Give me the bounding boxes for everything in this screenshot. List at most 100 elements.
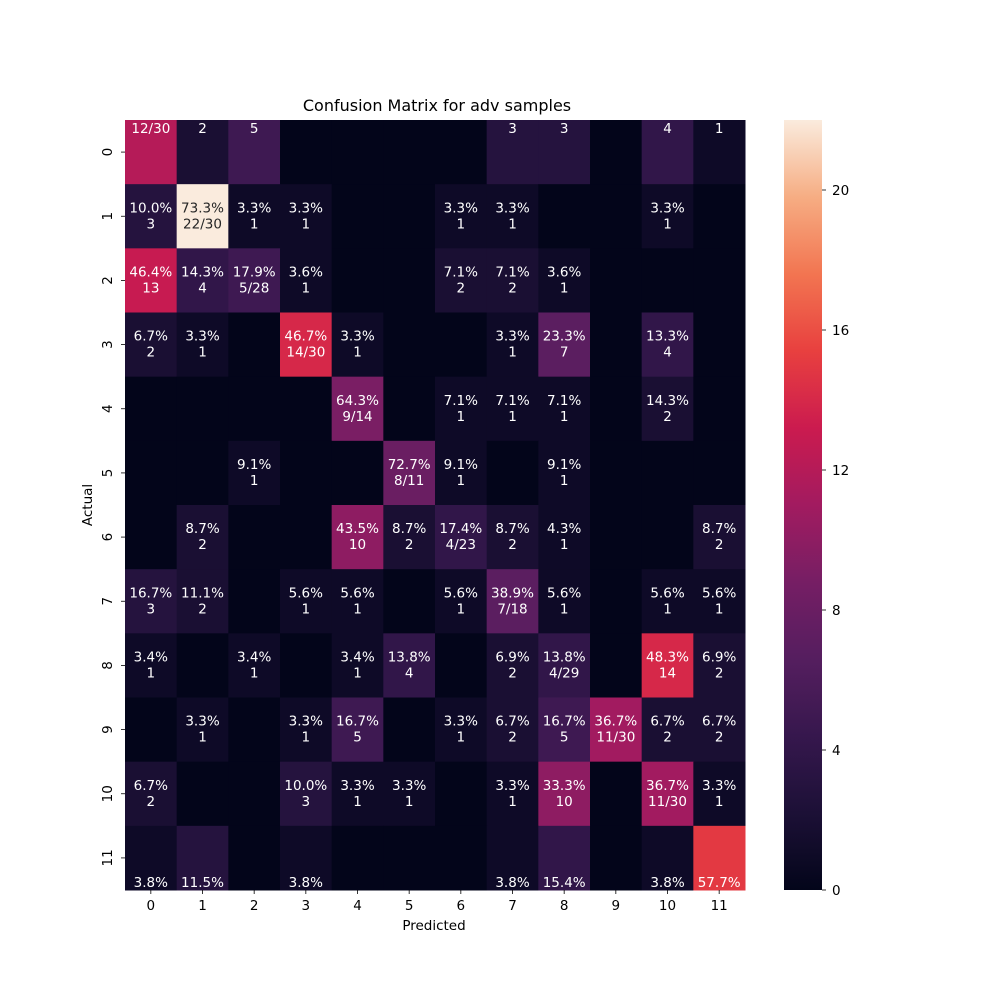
cell-label-r2-c8-1: 1 — [560, 280, 569, 296]
cell-r7-c2 — [228, 569, 281, 634]
cell-r6-c5 — [383, 505, 436, 570]
cell-r9-c7 — [486, 697, 539, 763]
cell-label-r7-c3-1: 1 — [302, 601, 311, 617]
cell-label-r4-c8-1: 1 — [560, 409, 569, 425]
cell-label-r2-c2-1: 5/28 — [239, 280, 269, 296]
x-tick-label-4: 4 — [353, 898, 362, 914]
cell-r8-c4 — [331, 633, 384, 698]
cell-r8-c5 — [383, 633, 436, 698]
cell-r11-c5 — [383, 825, 436, 891]
cell-r2-c11 — [693, 248, 746, 313]
cell-label-r4-c6-0: 7.1% — [444, 393, 478, 409]
cell-r10-c1 — [176, 761, 229, 827]
cell-label-r10-c0-0: 6.7% — [134, 778, 168, 794]
cell-label-r6-c8-0: 4.3% — [547, 521, 581, 537]
cell-label-r10-c3-1: 3 — [302, 794, 311, 810]
cell-r4-c8 — [538, 376, 591, 442]
cell-label-r0-c1-0: 2 — [198, 121, 207, 137]
cell-label-r3-c3-1: 14/30 — [286, 345, 325, 361]
x-tick-labels: 0 1 2 3 4 5 6 7 8 9 10 11 — [147, 890, 728, 914]
cell-label-r2-c0-0: 46.4% — [129, 264, 172, 280]
heatmap-cell-labels: 12/30 2 5 3 3 4 110.0%373.3%22/303.3%13.3%13.3… — [129, 121, 740, 891]
cell-r11-c6 — [435, 825, 488, 891]
cell-label-r4-c10-1: 2 — [663, 409, 672, 425]
x-tick-label-8: 8 — [560, 898, 569, 914]
cell-label-r11-c10-0: 3.8% — [650, 875, 684, 891]
cell-r3-c10 — [641, 312, 694, 378]
cell-label-r6-c5-0: 8.7% — [392, 521, 426, 537]
cell-r8-c10 — [641, 633, 694, 698]
cell-r9-c4 — [331, 697, 384, 763]
cell-label-r7-c11-0: 5.6% — [702, 585, 736, 601]
cell-r0-c10 — [641, 120, 694, 185]
cell-label-r11-c8-0: 15.4% — [543, 875, 586, 891]
cell-label-r10-c4-0: 3.3% — [340, 778, 374, 794]
x-tick-label-0: 0 — [147, 898, 156, 914]
cell-label-r2-c2-0: 17.9% — [233, 264, 276, 280]
cell-label-r4-c6-1: 1 — [457, 409, 466, 425]
cell-r6-c0 — [125, 505, 178, 570]
cell-label-r5-c6-1: 1 — [457, 473, 466, 489]
cell-label-r2-c8-0: 3.6% — [547, 264, 581, 280]
cell-label-r9-c11-1: 2 — [715, 730, 724, 746]
cell-r3-c6 — [435, 312, 488, 378]
y-axis-label: Actual — [80, 484, 96, 526]
cell-r8-c1 — [176, 633, 229, 698]
cell-r1-c8 — [538, 184, 591, 249]
cell-r10-c8 — [538, 761, 591, 827]
cell-label-r1-c10-1: 1 — [663, 216, 672, 232]
cell-r11-c11 — [693, 825, 746, 891]
cell-label-r4-c8-0: 7.1% — [547, 393, 581, 409]
cell-r6-c3 — [280, 505, 333, 570]
cell-r0-c3 — [280, 120, 333, 185]
cell-r2-c0 — [125, 248, 178, 313]
y-tick-label-3: 3 — [100, 340, 116, 349]
cell-r1-c0 — [125, 184, 178, 249]
cell-label-r2-c7-1: 2 — [508, 280, 517, 296]
cell-r4-c9 — [590, 376, 643, 442]
cell-r7-c3 — [280, 569, 333, 634]
cell-r8-c9 — [590, 633, 643, 698]
cell-label-r6-c4-0: 43.5% — [336, 521, 379, 537]
cell-label-r8-c5-1: 4 — [405, 665, 414, 681]
cell-label-r11-c1-0: 11.5% — [181, 875, 224, 891]
cell-r10-c10 — [641, 761, 694, 827]
cell-r0-c5 — [383, 120, 436, 185]
cell-r7-c5 — [383, 569, 436, 634]
cell-r0-c9 — [590, 120, 643, 185]
cell-label-r3-c4-1: 1 — [353, 345, 362, 361]
cell-r2-c10 — [641, 248, 694, 313]
cell-r6-c1 — [176, 505, 229, 570]
cell-label-r5-c8-0: 9.1% — [547, 457, 581, 473]
x-tick-label-3: 3 — [302, 898, 311, 914]
cell-label-r7-c4-1: 1 — [353, 601, 362, 617]
cell-r9-c2 — [228, 697, 281, 763]
cell-r10-c5 — [383, 761, 436, 827]
cell-r0-c0 — [125, 120, 178, 185]
cell-r1-c9 — [590, 184, 643, 249]
cell-label-r9-c7-1: 2 — [508, 730, 517, 746]
cell-label-r1-c3-0: 3.3% — [289, 200, 323, 216]
cell-label-r7-c10-1: 1 — [663, 601, 672, 617]
cell-label-r5-c8-1: 1 — [560, 473, 569, 489]
cell-r8-c8 — [538, 633, 591, 698]
cell-label-r10-c10-1: 11/30 — [648, 794, 687, 810]
cell-label-r10-c11-0: 3.3% — [702, 778, 736, 794]
cell-label-r10-c10-0: 36.7% — [646, 778, 689, 794]
cell-label-r8-c11-1: 2 — [715, 665, 724, 681]
cell-r5-c10 — [641, 440, 694, 506]
y-tick-label-4: 4 — [100, 404, 116, 413]
cell-label-r9-c9-1: 11/30 — [596, 730, 635, 746]
cell-r8-c11 — [693, 633, 746, 698]
cell-label-r7-c6-1: 1 — [457, 601, 466, 617]
cell-label-r6-c7-0: 8.7% — [495, 521, 529, 537]
cell-label-r1-c2-0: 3.3% — [237, 200, 271, 216]
cell-r3-c7 — [486, 312, 539, 378]
cell-r11-c2 — [228, 825, 281, 891]
cell-label-r3-c0-1: 2 — [147, 345, 156, 361]
heatmap-cells — [125, 120, 746, 891]
cell-r5-c5 — [383, 440, 436, 506]
cell-r8-c6 — [435, 633, 488, 698]
cell-r6-c10 — [641, 505, 694, 570]
cell-label-r6-c5-1: 2 — [405, 537, 414, 553]
